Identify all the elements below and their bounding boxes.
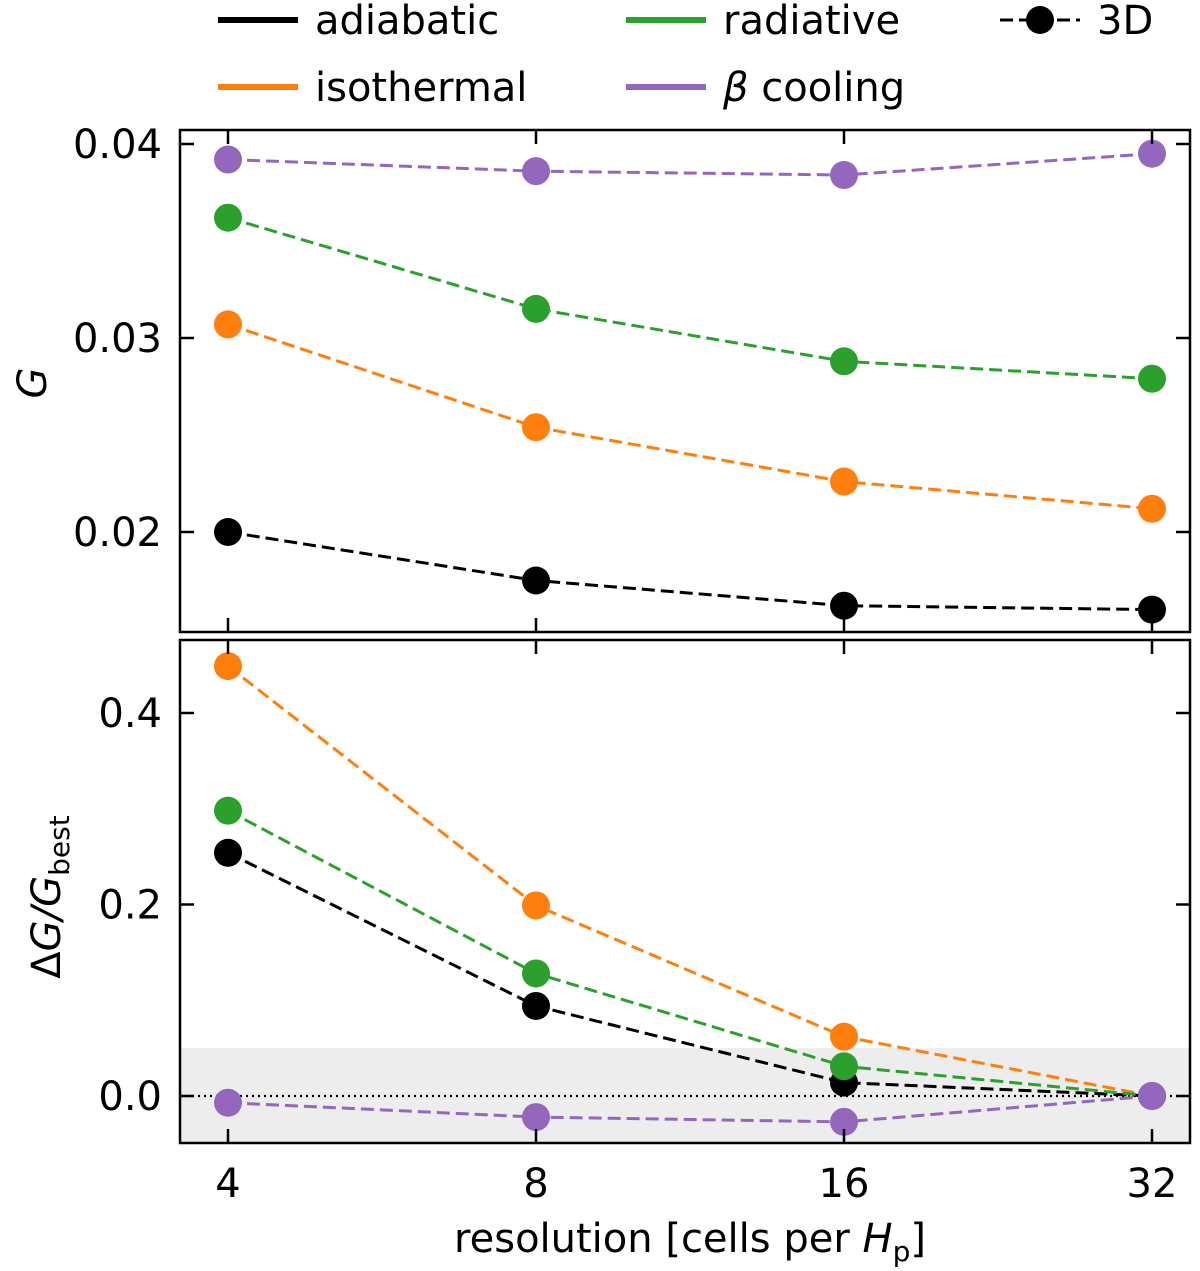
bottom-ytick-label: 0.2 <box>98 883 162 929</box>
top-point-isothermal-32 <box>1138 494 1166 523</box>
top-point-radiative-16 <box>830 347 858 376</box>
x-axis-label: resolution [cells per Hp] <box>454 1216 926 1268</box>
top-point-radiative-8 <box>522 294 550 323</box>
top-point-cooling-4 <box>214 145 242 174</box>
bottom-series-line-cooling <box>227 1094 1153 1124</box>
legend-item-cooling: β cooling <box>626 65 905 111</box>
legend-item-radiative: radiative <box>626 0 900 44</box>
top-point-radiative-32 <box>1138 364 1166 393</box>
bottom-point-isothermal-16 <box>830 1022 858 1051</box>
top-point-adiabatic-8 <box>522 566 550 595</box>
bottom-y-axis-label: ΔG/Gbest <box>24 815 76 978</box>
top-series-line-isothermal <box>227 322 1153 511</box>
top-point-isothermal-8 <box>522 413 550 442</box>
top-point-isothermal-16 <box>830 467 858 496</box>
bottom-series-line-isothermal <box>227 664 1153 1098</box>
top-axes-frame <box>178 128 1192 634</box>
bottom-ytick-label: 0.4 <box>98 691 162 737</box>
bottom-panel: 0.0 0.2 0.4 4 8 16 32 <box>98 638 1192 1207</box>
legend-label: radiative <box>723 0 900 44</box>
top-point-adiabatic-4 <box>214 518 242 546</box>
legend-swatch-marker <box>1026 6 1054 34</box>
bottom-point-radiative-4 <box>214 796 242 825</box>
bottom-point-cooling-16 <box>830 1107 858 1136</box>
legend-label: adiabatic <box>315 0 499 44</box>
top-point-adiabatic-16 <box>830 591 858 620</box>
top-series-line-adiabatic <box>227 530 1153 612</box>
bottom-point-cooling-32 <box>1138 1082 1166 1110</box>
bottom-axes-frame <box>178 638 1192 1145</box>
legend-label: β cooling <box>722 65 905 111</box>
legend-item-adiabatic: adiabatic <box>218 0 499 44</box>
top-point-cooling-32 <box>1138 139 1166 168</box>
xtick-label: 16 <box>819 1161 870 1207</box>
bottom-series-line-adiabatic <box>227 851 1153 1098</box>
bottom-point-adiabatic-4 <box>214 838 242 867</box>
legend: adiabatic radiative 3D isothermal β cooling <box>218 0 1153 111</box>
legend-item-3d: 3D <box>1000 0 1153 44</box>
top-series-line-radiative <box>227 216 1153 381</box>
legend-label: 3D <box>1097 0 1153 44</box>
top-point-cooling-16 <box>830 161 858 190</box>
bottom-point-cooling-4 <box>214 1088 242 1117</box>
legend-item-isothermal: isothermal <box>218 65 527 111</box>
top-ytick-label: 0.02 <box>73 510 162 556</box>
bottom-point-adiabatic-8 <box>522 991 550 1020</box>
bottom-point-isothermal-8 <box>522 891 550 920</box>
top-panel: 0.02 0.03 0.04 <box>73 122 1192 634</box>
bottom-point-isothermal-4 <box>214 652 242 681</box>
legend-label: isothermal <box>315 65 527 111</box>
xtick-label: 8 <box>523 1161 548 1207</box>
top-point-cooling-8 <box>522 157 550 186</box>
top-ytick-label: 0.03 <box>73 316 162 362</box>
axis-labels: G ΔG/Gbest resolution [cells per Hp] <box>10 368 926 1269</box>
xtick-label: 32 <box>1127 1161 1178 1207</box>
top-ytick-label: 0.04 <box>73 122 162 168</box>
xtick-label: 4 <box>215 1161 240 1207</box>
bottom-point-radiative-16 <box>830 1052 858 1081</box>
bottom-point-radiative-8 <box>522 959 550 988</box>
top-point-isothermal-4 <box>214 310 242 339</box>
bottom-point-cooling-8 <box>522 1103 550 1132</box>
top-series-line-cooling <box>227 152 1153 177</box>
top-point-adiabatic-32 <box>1138 595 1166 624</box>
top-y-axis-label: G <box>10 368 56 399</box>
top-point-radiative-4 <box>214 203 242 232</box>
bottom-series-line-radiative <box>227 809 1153 1098</box>
bottom-ytick-label: 0.0 <box>98 1074 162 1120</box>
